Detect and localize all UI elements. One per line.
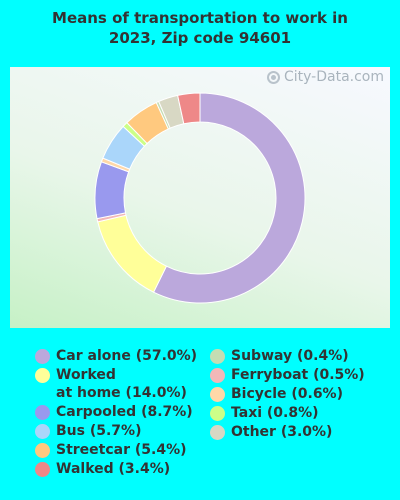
legend-item-right-3: Taxi (0.8%)	[210, 404, 319, 422]
legend-swatch	[210, 425, 225, 440]
chart-title: Means of transportation to work in 2023,…	[0, 8, 400, 48]
legend-swatch	[35, 462, 50, 477]
legend-label: Bicycle (0.6%)	[231, 386, 343, 402]
legend-label: Carpooled (8.7%)	[56, 404, 193, 420]
legend-label: Streetcar (5.4%)	[56, 442, 187, 458]
watermark-logo-icon	[266, 70, 280, 84]
legend-item-left-4: Streetcar (5.4%)	[35, 441, 187, 459]
legend-label: Other (3.0%)	[231, 424, 333, 440]
donut-slice-0	[152, 92, 306, 304]
legend-swatch	[35, 349, 50, 364]
legend-swatch	[210, 368, 225, 383]
legend-item-right-4: Other (3.0%)	[210, 423, 332, 441]
legend-label: Walked (3.4%)	[56, 461, 171, 477]
watermark: City-Data.com	[266, 69, 384, 85]
legend-item-right-0: Subway (0.4%)	[210, 347, 349, 365]
legend-item-left-0: Car alone (57.0%)	[35, 347, 197, 365]
legend-label: Car alone (57.0%)	[56, 348, 198, 364]
chart-title-line-2: 2023, Zip code 94601	[108, 29, 292, 47]
donut-slice-1	[97, 214, 168, 293]
donut-slice-10	[177, 92, 201, 125]
legend-item-right-1: Ferryboat (0.5%)	[210, 366, 365, 384]
legend-label: Worked at home (14.0%)	[56, 367, 187, 401]
legend-label: Bus (5.7%)	[56, 423, 142, 439]
legend-item-left-5: Walked (3.4%)	[35, 460, 170, 478]
legend-label: Subway (0.4%)	[231, 348, 349, 364]
legend-label: Taxi (0.8%)	[231, 405, 319, 421]
legend-label: Ferryboat (0.5%)	[231, 367, 365, 383]
legend-item-right-2: Bicycle (0.6%)	[210, 385, 343, 403]
legend-item-left-1: Worked at home (14.0%)	[35, 366, 187, 402]
watermark-text: City-Data.com	[283, 69, 384, 85]
legend-swatch	[210, 387, 225, 402]
legend-swatch	[35, 368, 50, 383]
legend-swatch	[210, 349, 225, 364]
legend-item-left-3: Bus (5.7%)	[35, 422, 141, 440]
chart-title-line-1: Means of transportation to work in	[52, 9, 348, 27]
donut-chart	[94, 92, 306, 304]
legend-swatch	[35, 405, 50, 420]
legend-swatch	[35, 424, 50, 439]
legend-swatch	[35, 443, 50, 458]
legend-item-left-2: Carpooled (8.7%)	[35, 403, 193, 421]
legend-swatch	[210, 406, 225, 421]
